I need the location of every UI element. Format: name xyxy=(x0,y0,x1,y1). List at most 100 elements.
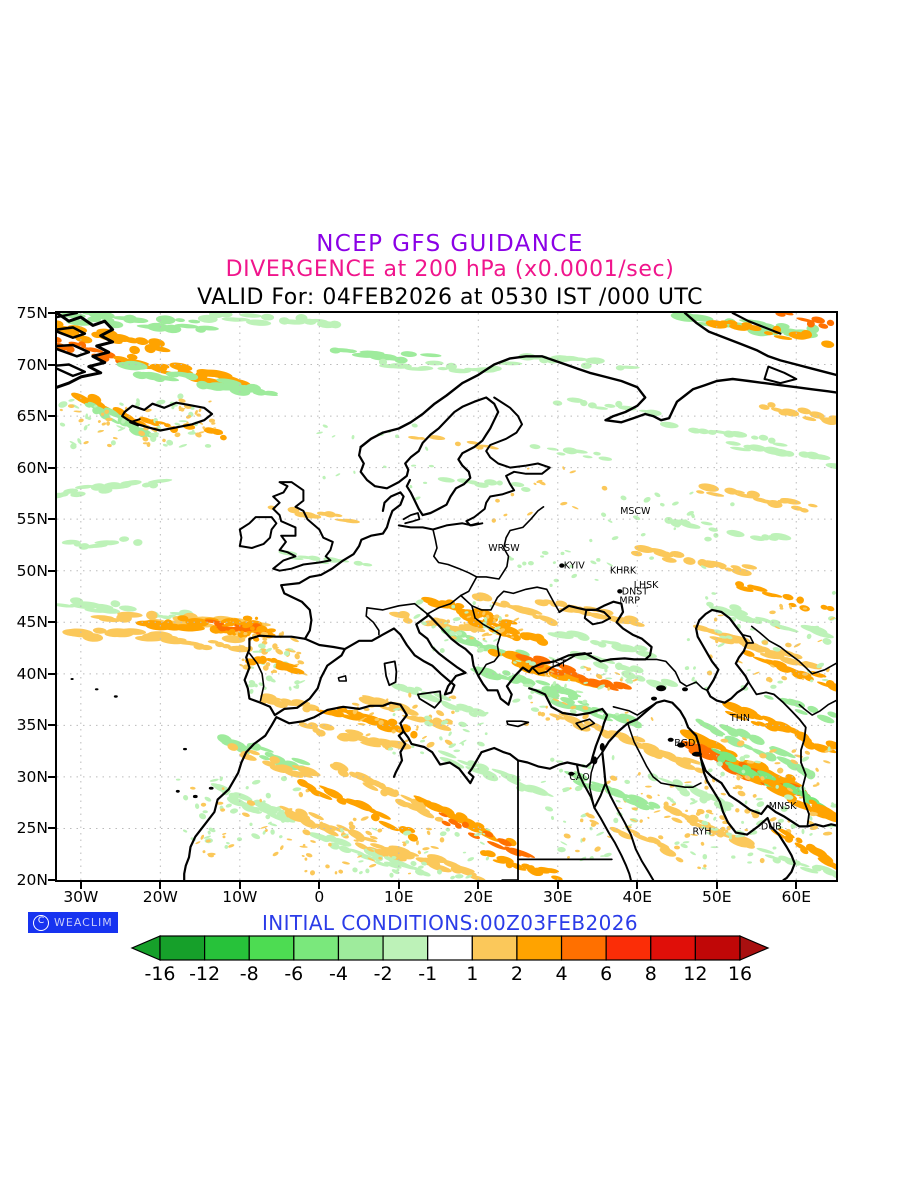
latitude-tick-label: 75N xyxy=(16,304,48,322)
divergence-patch xyxy=(236,837,243,842)
divergence-patch xyxy=(589,819,599,825)
austria-hungary-border xyxy=(426,576,478,615)
divergence-patch xyxy=(142,436,149,442)
divergence-patch xyxy=(774,762,781,765)
divergence-patch xyxy=(411,464,417,467)
divergence-patch xyxy=(747,852,754,857)
divergence-patch xyxy=(822,831,833,836)
divergence-patch xyxy=(604,403,616,408)
divergence-patch xyxy=(420,751,425,755)
divergence-patch xyxy=(725,749,738,758)
divergence-patch xyxy=(634,545,655,553)
divergence-patch xyxy=(280,775,288,782)
divergence-patch xyxy=(133,539,143,546)
divergence-patch xyxy=(620,495,627,501)
divergence-patch xyxy=(708,527,719,532)
divergence-patch xyxy=(222,835,226,839)
divergence-patch xyxy=(696,490,705,494)
colorbar-tick-label: -2 xyxy=(373,963,393,985)
divergence-patch xyxy=(378,358,388,366)
divergence-patch xyxy=(743,754,750,759)
divergence-patch xyxy=(232,618,243,626)
divergence-patch xyxy=(358,860,364,863)
divergence-patch xyxy=(604,668,608,673)
divergence-patch xyxy=(625,678,634,684)
divergence-patch xyxy=(286,838,293,841)
divergence-patch xyxy=(736,785,744,789)
latitude-tick-label: 45N xyxy=(16,613,48,632)
divergence-patch xyxy=(715,607,741,617)
scandinavia-baltic-coast xyxy=(358,396,500,517)
divergence-patch xyxy=(691,676,695,682)
latitude-tick xyxy=(48,621,55,624)
divergence-patch xyxy=(164,423,171,428)
divergence-patch xyxy=(178,443,188,448)
divergence-patch xyxy=(663,815,671,818)
divergence-patch xyxy=(250,626,255,631)
divergence-patch xyxy=(233,317,251,322)
divergence-patch xyxy=(569,708,577,715)
colorbar-cell xyxy=(694,935,741,961)
divergence-patch xyxy=(331,513,343,517)
divergence-patch xyxy=(460,624,464,629)
divergence-patch xyxy=(760,776,765,781)
divergence-patch xyxy=(617,365,640,369)
divergence-patch xyxy=(615,799,621,803)
divergence-patch xyxy=(560,501,568,506)
divergence-patch xyxy=(521,607,543,615)
divergence-patch xyxy=(392,707,401,711)
divergence-patch xyxy=(105,417,113,422)
divergence-patch xyxy=(468,712,478,718)
divergence-patch xyxy=(150,435,157,443)
divergence-patch xyxy=(391,855,397,860)
divergence-patch xyxy=(147,478,173,484)
kolguev-island xyxy=(763,365,798,385)
divergence-patch xyxy=(720,738,729,743)
divergence-patch xyxy=(658,835,664,840)
divergence-patch xyxy=(659,847,677,857)
divergence-patch xyxy=(589,612,609,620)
divergence-patch xyxy=(533,482,537,486)
divergence-patch xyxy=(370,843,386,850)
divergence-patch xyxy=(748,585,768,592)
divergence-patch xyxy=(585,357,605,365)
france-italy-border xyxy=(365,607,380,636)
divergence-patch xyxy=(489,446,499,450)
longitude-tick xyxy=(556,882,559,889)
divergence-patch xyxy=(742,737,747,741)
divergence-patch xyxy=(428,863,452,873)
red-sea-west-coast xyxy=(575,763,632,880)
divergence-patch xyxy=(410,798,426,809)
divergence-patch xyxy=(110,600,121,608)
divergence-patch xyxy=(474,482,489,488)
divergence-patch xyxy=(790,759,799,765)
divergence-patch xyxy=(391,869,400,875)
divergence-patch xyxy=(351,702,360,706)
divergence-patch xyxy=(352,709,358,715)
divergence-patch xyxy=(454,441,461,447)
divergence-patch xyxy=(491,601,507,608)
divergence-patch xyxy=(666,796,672,801)
divergence-patch xyxy=(831,590,836,595)
divergence-patch xyxy=(476,763,490,771)
divergence-patch xyxy=(374,848,390,856)
divergence-patch xyxy=(683,557,696,565)
divergence-patch xyxy=(429,601,450,609)
divergence-patch xyxy=(439,831,447,837)
divergence-patch xyxy=(473,832,483,837)
island xyxy=(183,747,187,751)
divergence-patch xyxy=(546,690,560,698)
divergence-patch xyxy=(544,806,554,812)
divergence-patch xyxy=(635,650,657,659)
divergence-patch xyxy=(659,502,665,507)
divergence-patch xyxy=(594,578,599,581)
divergence-patch xyxy=(777,767,784,774)
divergence-patch xyxy=(298,791,304,798)
divergence-patch xyxy=(188,319,201,324)
divergence-patch xyxy=(75,484,94,490)
divergence-patch xyxy=(539,705,548,708)
divergence-patch xyxy=(266,628,276,633)
longitude-tick xyxy=(636,882,639,889)
divergence-patch xyxy=(288,686,292,691)
divergence-patch xyxy=(265,390,278,395)
